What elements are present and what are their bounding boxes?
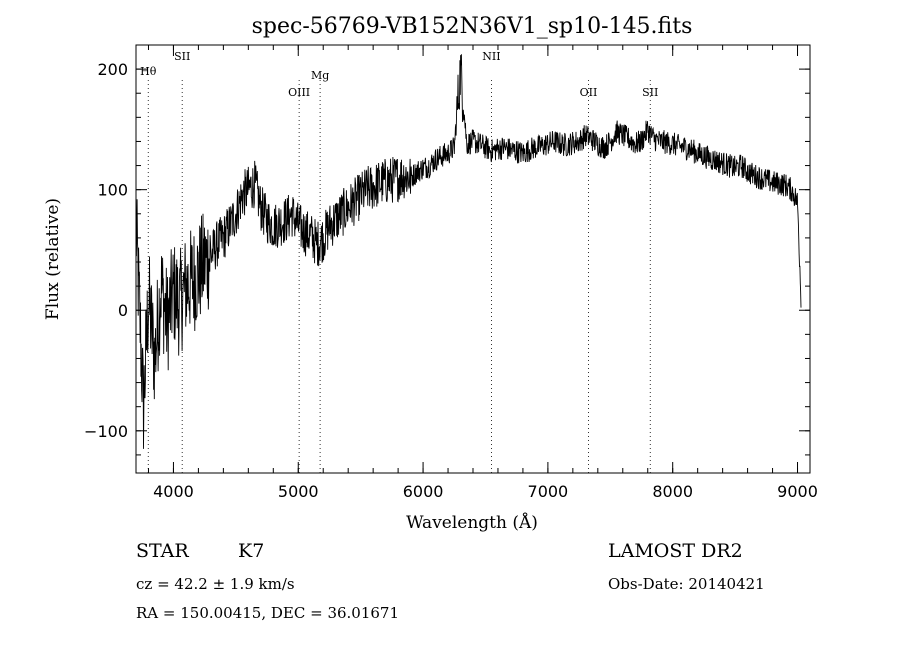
x-tick-label: 8000 [652, 482, 693, 501]
plot-frame [135, 44, 811, 474]
spectral-line-label: Mg [311, 69, 329, 82]
x-tick-label: 9000 [777, 482, 818, 501]
spectrum-line [135, 54, 802, 449]
x-tick-label: 5000 [278, 482, 319, 501]
spectrum-series [135, 54, 802, 449]
spectral-line-label: NII [482, 50, 500, 63]
x-axis-label: Wavelength (Å) [406, 512, 538, 533]
y-tick-label: 0 [118, 301, 128, 320]
y-tick-label: 100 [97, 181, 128, 200]
y-tick-label: −100 [84, 422, 128, 441]
spectral-line-label: Hθ [140, 65, 157, 78]
obs-date: Obs-Date: 20140421 [608, 575, 765, 593]
coordinates: RA = 150.00415, DEC = 36.01671 [136, 604, 400, 622]
y-tick-label: 200 [97, 60, 128, 79]
subclass: K7 [238, 540, 265, 562]
x-tick-label: 7000 [528, 482, 569, 501]
survey-name: LAMOST DR2 [608, 540, 743, 562]
spectral-line-label: OIII [288, 86, 310, 99]
x-tick-label: 6000 [403, 482, 444, 501]
spectral-line-label: SII [174, 50, 190, 63]
y-axis-label: Flux (relative) [43, 198, 63, 320]
chart-title: spec-56769-VB152N36V1_sp10-145.fits [252, 14, 693, 39]
object-class: STAR [136, 540, 189, 562]
spectral-line-label: OII [580, 86, 598, 99]
axis-ticks: 4000 5000 6000 7000 8000 9000 −100 0 100 200 [84, 44, 818, 501]
x-tick-label: 4000 [153, 482, 194, 501]
redshift-text: cz = 42.2 ± 1.9 km/s [136, 575, 295, 593]
spectral-line-label: SII [642, 86, 658, 99]
